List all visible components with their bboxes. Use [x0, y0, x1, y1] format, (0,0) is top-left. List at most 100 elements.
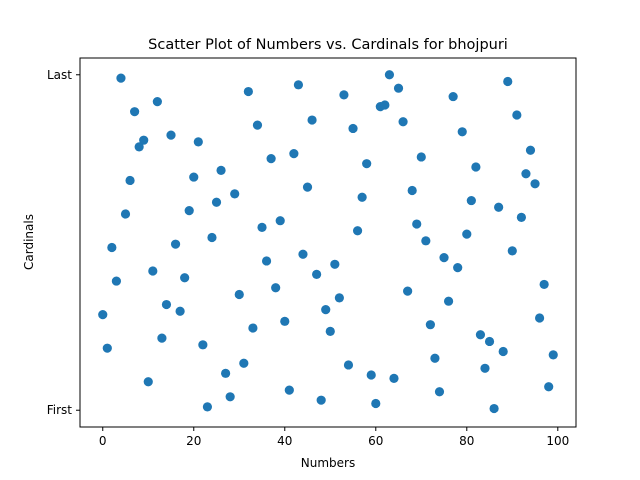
data-point-4 — [116, 73, 126, 83]
data-point-82 — [471, 162, 481, 172]
data-point-54 — [343, 360, 354, 370]
data-point-7 — [130, 107, 140, 117]
plot-frame — [79, 57, 577, 428]
data-point-73 — [430, 353, 440, 363]
data-point-94 — [525, 145, 536, 155]
data-point-56 — [352, 226, 363, 236]
data-point-89 — [503, 76, 513, 87]
data-point-36 — [261, 256, 272, 266]
data-point-97 — [539, 279, 549, 290]
data-point-72 — [425, 320, 435, 330]
data-point-68 — [407, 185, 417, 196]
data-point-11 — [148, 266, 158, 276]
data-point-64 — [389, 373, 399, 383]
data-point-45 — [302, 182, 313, 192]
data-point-34 — [252, 120, 263, 130]
data-point-33 — [248, 323, 258, 333]
data-point-77 — [448, 91, 458, 102]
data-point-35 — [257, 222, 267, 233]
x-tick-label: 0 — [99, 434, 107, 448]
data-point-76 — [443, 296, 454, 306]
y-tick-label: First — [47, 403, 73, 417]
data-point-79 — [457, 127, 467, 137]
data-point-5 — [120, 209, 131, 219]
data-point-69 — [412, 219, 422, 229]
data-point-3 — [111, 276, 122, 286]
data-point-46 — [307, 115, 317, 125]
data-point-13 — [157, 333, 167, 343]
data-point-44 — [298, 249, 308, 259]
data-point-59 — [366, 370, 376, 380]
data-point-53 — [339, 90, 349, 100]
data-point-67 — [403, 286, 413, 296]
data-point-52 — [334, 293, 344, 303]
data-points — [98, 70, 558, 414]
data-point-93 — [521, 169, 531, 179]
y-axis-label: Cardinals — [22, 214, 36, 270]
data-point-49 — [321, 304, 331, 315]
data-point-23 — [202, 402, 213, 412]
data-point-14 — [161, 299, 172, 310]
x-axis-label: Numbers — [301, 456, 355, 470]
data-point-96 — [534, 313, 545, 323]
data-point-57 — [357, 192, 367, 202]
data-point-10 — [143, 377, 153, 387]
data-point-42 — [289, 149, 299, 159]
data-point-55 — [348, 123, 358, 134]
data-point-90 — [507, 246, 517, 256]
data-point-88 — [498, 346, 508, 357]
data-point-60 — [371, 398, 381, 409]
x-tick-label: 20 — [186, 434, 201, 448]
data-point-0 — [98, 310, 108, 320]
data-point-16 — [170, 239, 181, 249]
x-tick-label: 40 — [277, 434, 292, 448]
x-tick-label: 80 — [459, 434, 474, 448]
data-point-91 — [512, 110, 522, 120]
data-point-29 — [230, 189, 240, 199]
data-point-83 — [475, 330, 486, 340]
data-point-28 — [225, 392, 235, 402]
data-point-99 — [548, 350, 558, 360]
data-point-8 — [134, 142, 144, 152]
data-point-31 — [239, 358, 249, 368]
data-point-87 — [494, 202, 504, 212]
x-axis-ticks: 0 20 40 60 80 100 — [99, 427, 569, 448]
data-point-85 — [484, 336, 495, 347]
data-point-40 — [280, 316, 290, 326]
data-point-92 — [516, 212, 526, 222]
data-point-48 — [316, 395, 326, 405]
data-point-30 — [234, 289, 244, 300]
data-point-32 — [243, 86, 253, 97]
data-point-86 — [489, 403, 499, 414]
data-point-74 — [434, 387, 445, 397]
data-point-24 — [207, 232, 217, 243]
data-point-75 — [439, 252, 449, 263]
data-point-95 — [530, 179, 540, 189]
data-point-26 — [216, 165, 226, 175]
data-point-6 — [125, 175, 135, 186]
data-point-25 — [211, 197, 222, 207]
data-point-71 — [421, 236, 431, 246]
data-point-43 — [293, 80, 304, 90]
data-point-17 — [175, 306, 185, 316]
data-point-9 — [139, 135, 149, 145]
data-point-18 — [180, 273, 190, 283]
data-point-62 — [380, 100, 390, 110]
data-point-38 — [271, 283, 281, 293]
data-point-98 — [544, 382, 554, 392]
data-point-78 — [453, 263, 463, 273]
data-point-70 — [416, 152, 426, 162]
chart-title: Scatter Plot of Numbers vs. Cardinals fo… — [148, 37, 508, 53]
data-point-2 — [107, 242, 117, 253]
data-point-19 — [184, 206, 194, 216]
data-point-41 — [284, 385, 294, 395]
data-point-15 — [166, 130, 176, 140]
data-point-50 — [325, 326, 335, 336]
data-point-63 — [384, 70, 395, 80]
data-point-81 — [466, 195, 476, 206]
data-point-51 — [330, 259, 340, 269]
data-point-47 — [312, 269, 322, 279]
x-tick-label: 60 — [368, 434, 383, 448]
data-point-58 — [362, 159, 372, 169]
